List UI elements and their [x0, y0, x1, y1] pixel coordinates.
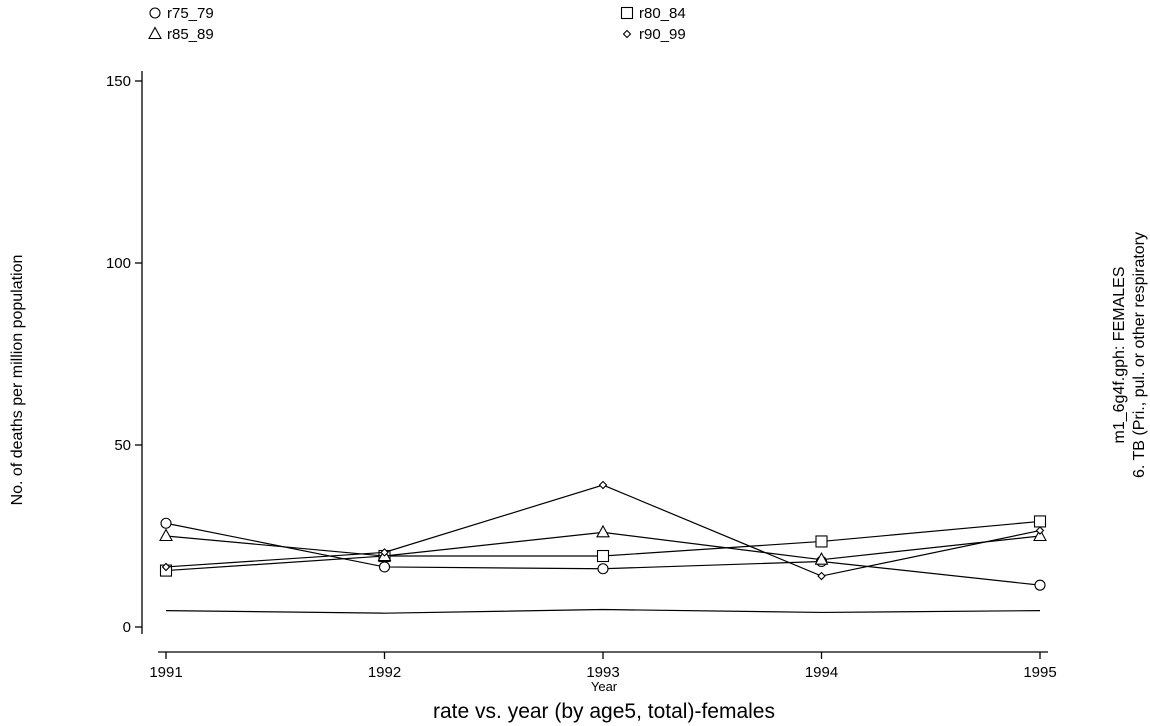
x-tick-label: 1995	[1023, 664, 1056, 681]
chart-caption: rate vs. year (by age5, total)-females	[433, 700, 775, 723]
data-point-square	[596, 549, 610, 563]
x-tick-label: 1993	[586, 664, 619, 681]
legend-item-r75_79: r75_79	[149, 5, 214, 22]
data-point-triangle	[814, 552, 829, 565]
data-point-diamond	[380, 548, 389, 557]
data-point-diamond	[817, 571, 826, 581]
series-r90_99	[161, 480, 1045, 581]
legend-item-r85_89: r85_89	[148, 26, 214, 43]
legend-label: r75_79	[167, 5, 214, 22]
side-note-file: m1_6g4f.gph: FEMALES	[1111, 267, 1128, 444]
y-tick-label: 50	[114, 437, 131, 454]
plot-area: 0 50 100 150 1991 1992 1993 1994 1995	[106, 71, 1057, 681]
legend-label: r85_89	[167, 26, 214, 43]
x-axis-title: Year	[591, 679, 618, 694]
series-total	[165, 608, 1041, 614]
legend-marker-square	[620, 6, 634, 20]
legend-label: r80_84	[639, 5, 686, 22]
x-tick-label: 1991	[149, 664, 182, 681]
y-tick-label: 100	[106, 255, 131, 272]
y-tick-label: 0	[123, 619, 131, 636]
data-point-diamond	[598, 480, 608, 490]
legend-label: r90_99	[639, 26, 686, 43]
legend-marker-circle	[149, 7, 161, 19]
series-line	[165, 608, 1041, 614]
data-point-diamond	[161, 562, 171, 572]
side-note-cause: 6. TB (Pri., pul. or other respiratory	[1131, 232, 1148, 478]
legend-item-r90_99: r90_99	[622, 26, 686, 43]
y-tick-label: 150	[106, 73, 131, 90]
legend-item-r80_84: r80_84	[620, 5, 686, 22]
x-tick-label: 1994	[805, 664, 838, 681]
data-point-triangle	[159, 528, 173, 542]
legend-marker-triangle	[148, 26, 162, 40]
y-axis-title: No. of deaths per million population	[9, 255, 26, 506]
data-point-circle	[160, 517, 172, 529]
data-point-triangle	[596, 524, 610, 538]
data-point-circle	[597, 563, 609, 575]
data-point-circle	[378, 561, 391, 573]
data-point-circle	[1034, 579, 1046, 591]
data-point-square	[1033, 515, 1047, 528]
data-point-square	[815, 535, 828, 548]
legend: r75_79 r80_84 r85_89 r90_99	[148, 5, 686, 43]
data-point-triangle	[1033, 528, 1047, 542]
x-tick-label: 1992	[368, 664, 401, 681]
legend-marker-diamond	[622, 29, 632, 39]
data-point-diamond	[1035, 526, 1045, 535]
